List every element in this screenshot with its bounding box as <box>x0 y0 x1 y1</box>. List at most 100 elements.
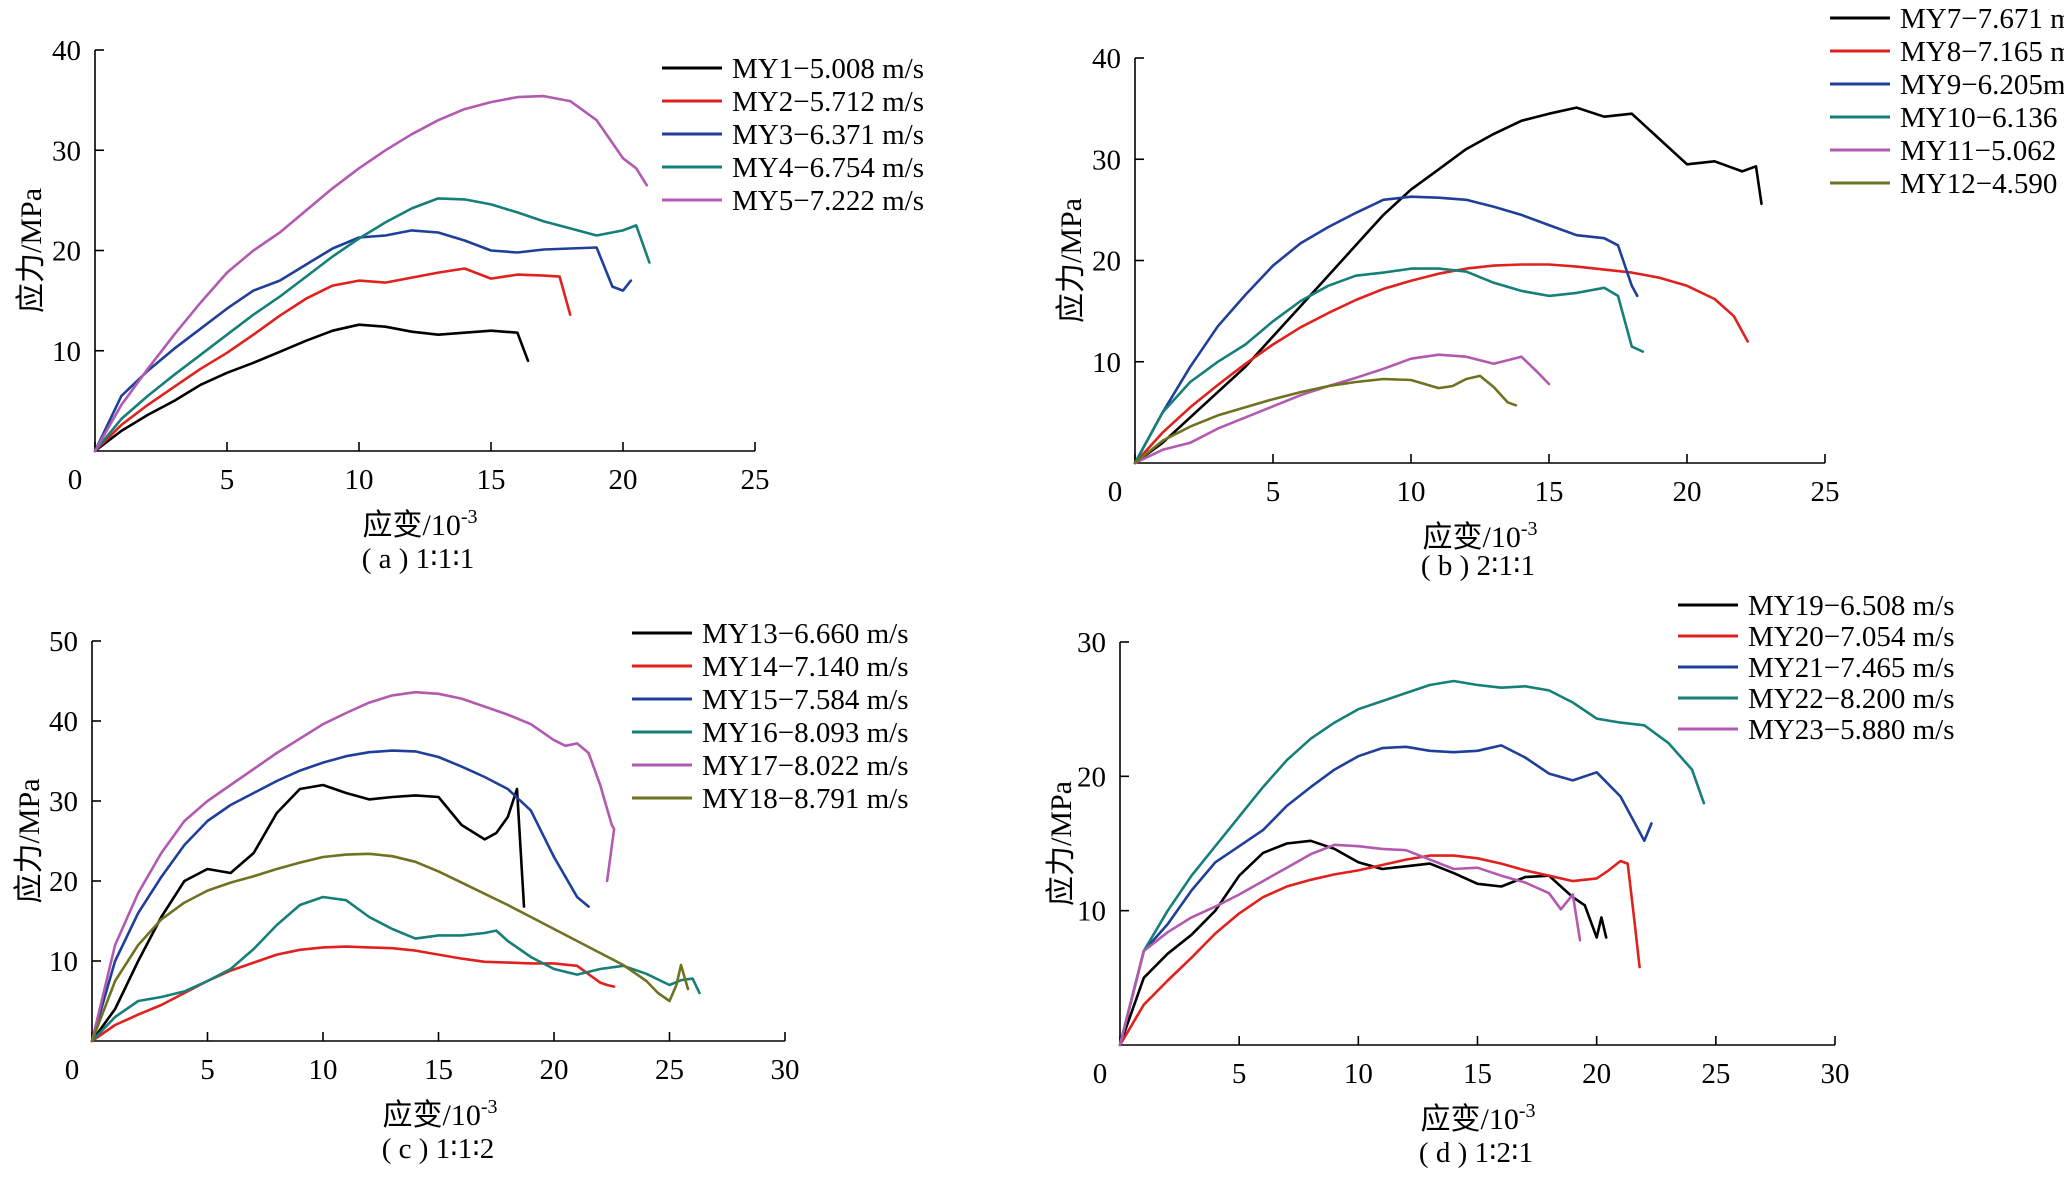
y-tick-label: 10 <box>49 946 78 978</box>
x-axis-title-exponent: -3 <box>461 506 478 528</box>
y-tick-label: 10 <box>52 336 81 368</box>
x-tick-label: 30 <box>771 1054 800 1086</box>
x-axis-title-exponent: -3 <box>1519 1100 1536 1122</box>
x-tick-label: 0 <box>65 1054 80 1086</box>
y-axis-title: 应力/MPa <box>13 778 46 903</box>
series-line <box>93 267 572 453</box>
y-tick-label: 30 <box>49 786 78 818</box>
series-line <box>1133 106 1763 465</box>
x-axis-title-text: 应变/10 <box>1422 521 1520 554</box>
y-tick-label: 40 <box>52 35 81 67</box>
x-axis-title-exponent: -3 <box>1521 518 1538 540</box>
panel-caption: ( d ) 1∶2∶1 <box>1419 1137 1533 1169</box>
x-axis-title: 应变/10-3 <box>382 1096 497 1132</box>
legend-label: MY18−8.791 m/s <box>702 783 908 815</box>
series-line <box>90 690 616 1043</box>
legend-label: MY2−5.712 m/s <box>732 86 924 118</box>
x-axis-title-text: 应变/10 <box>382 1099 480 1132</box>
x-tick-label: 25 <box>741 464 770 496</box>
x-tick-label: 30 <box>1821 1058 1850 1090</box>
series-line <box>90 749 590 1043</box>
legend-label: MY19−6.508 m/s <box>1748 590 1954 622</box>
legend-label: MY9−6.205m/s <box>1900 69 2064 101</box>
x-axis-title-text: 应变/10 <box>362 509 460 542</box>
x-tick-label: 0 <box>68 464 83 496</box>
legend-label: MY23−5.880 m/s <box>1748 714 1954 746</box>
series-line <box>90 852 690 1043</box>
legend-label: MY8−7.165 m/s <box>1900 36 2064 68</box>
y-axis-title: 应力/MPa <box>1055 198 1088 323</box>
series-line <box>93 229 633 453</box>
x-tick-label: 10 <box>1397 476 1426 508</box>
x-tick-label: 5 <box>1266 476 1281 508</box>
chart-panel: 0 5 10 15 20 25 10 20 30 40 MY1−5.008 m/sMY2−5.712… <box>15 35 924 575</box>
x-tick-label: 20 <box>540 1054 569 1086</box>
legend-label: MY3−6.371 m/s <box>732 119 924 151</box>
y-tick-label: 30 <box>1092 144 1121 176</box>
x-tick-label: 20 <box>609 464 638 496</box>
chart-panel: 0 5 10 15 20 25 30 10 20 30 MY19−6.508 m/sMY20−7.0… <box>1045 590 1955 1169</box>
series-line <box>1133 195 1639 465</box>
x-tick-label: 10 <box>345 464 374 496</box>
x-axis-title: 应变/10-3 <box>1422 518 1537 554</box>
legend-label: MY21−7.465 m/s <box>1748 652 1954 684</box>
y-tick-label: 20 <box>49 866 78 898</box>
x-tick-label: 25 <box>1701 1058 1730 1090</box>
x-tick-label: 5 <box>220 464 235 496</box>
x-tick-label: 15 <box>1535 476 1564 508</box>
legend-label: MY11−5.062 m/s <box>1900 135 2064 167</box>
x-tick-label: 20 <box>1673 476 1702 508</box>
series-line <box>1133 263 1749 465</box>
series-line <box>90 783 526 1043</box>
series-line <box>90 945 616 1043</box>
x-tick-label: 10 <box>309 1054 338 1086</box>
legend-label: MY12−4.590 m/s <box>1900 168 2064 200</box>
y-axis-title: 应力/MPa <box>1045 781 1078 906</box>
x-tick-label: 25 <box>655 1054 684 1086</box>
x-tick-label: 15 <box>1463 1058 1492 1090</box>
x-tick-label: 20 <box>1582 1058 1611 1090</box>
legend-label: MY16−8.093 m/s <box>702 717 908 749</box>
legend-label: MY20−7.054 m/s <box>1748 621 1954 653</box>
series-line <box>1118 843 1582 1047</box>
legend-label: MY1−5.008 m/s <box>732 53 924 85</box>
legend-label: MY4−6.754 m/s <box>732 152 924 184</box>
series-line <box>1118 839 1608 1047</box>
series-line <box>1133 353 1551 465</box>
legend-label: MY7−7.671 m/s <box>1900 3 2064 35</box>
x-tick-label: 25 <box>1811 476 1840 508</box>
chart-panel: 0 5 10 15 20 25 30 10 20 30 40 50 MY13−6.660 m/sMY14… <box>13 618 909 1165</box>
series-line <box>93 94 649 453</box>
x-tick-label: 0 <box>1108 476 1123 508</box>
y-axis-title: 应力/MPa <box>15 188 48 313</box>
series-line <box>90 895 701 1043</box>
series-line <box>93 197 651 453</box>
y-tick-label: 50 <box>49 626 78 658</box>
y-tick-label: 30 <box>1077 627 1106 659</box>
series-line <box>1118 679 1706 1047</box>
legend-label: MY15−7.584 m/s <box>702 684 908 716</box>
x-axis-title: 应变/10-3 <box>362 506 477 542</box>
y-tick-label: 10 <box>1077 896 1106 928</box>
series-line <box>1133 374 1518 465</box>
legend-label: MY17−8.022 m/s <box>702 750 908 782</box>
x-tick-label: 15 <box>424 1054 453 1086</box>
y-tick-label: 20 <box>52 236 81 268</box>
x-axis-title-text: 应变/10 <box>1420 1103 1518 1136</box>
x-tick-label: 10 <box>1344 1058 1373 1090</box>
x-axis-title-exponent: -3 <box>481 1096 498 1118</box>
y-tick-label: 20 <box>1077 761 1106 793</box>
x-axis-title: 应变/10-3 <box>1420 1100 1535 1136</box>
x-tick-label: 0 <box>1093 1058 1108 1090</box>
series-line <box>1118 744 1653 1047</box>
panel-caption: ( a ) 1∶1∶1 <box>362 543 475 575</box>
y-tick-label: 40 <box>49 706 78 738</box>
y-tick-label: 20 <box>1092 246 1121 278</box>
legend-label: MY5−7.222 m/s <box>732 185 924 217</box>
series-line <box>1133 267 1645 465</box>
x-tick-label: 5 <box>200 1054 215 1086</box>
legend-label: MY22−8.200 m/s <box>1748 683 1954 715</box>
y-tick-label: 30 <box>52 135 81 167</box>
series-line <box>1118 854 1641 1047</box>
